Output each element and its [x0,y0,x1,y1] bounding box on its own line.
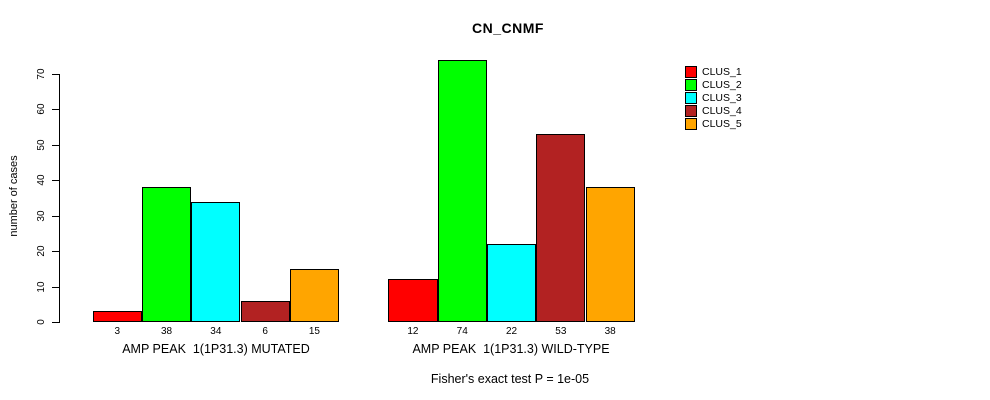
y-tick-label: 50 [36,139,47,151]
bar-value-label: 12 [407,326,419,337]
y-tick-label: 10 [36,281,47,293]
bar-clus_4-group1 [240,300,290,322]
y-tick-label: 20 [36,245,47,257]
bar-clus_2-group1 [141,187,192,322]
bar-clus_1-group2 [388,279,438,322]
y-tick [52,180,59,182]
bar-value-label: 34 [210,326,222,337]
y-tick [52,144,59,146]
y-tick [52,74,59,75]
y-tick [52,286,59,288]
y-axis-line [59,74,60,323]
legend-label-clus_4: CLUS_4 [702,104,742,117]
y-tick-label: 0 [36,319,47,325]
bar-value-label: 22 [505,326,518,337]
bar-clus_4-group2 [536,134,586,322]
bar-clus_5-group2 [585,187,635,322]
legend-swatch-clus_2 [685,79,697,91]
bar-clus_1-group1 [92,311,142,322]
legend-label-clus_2: CLUS_2 [702,78,742,91]
bar-value-label: 74 [456,326,468,337]
y-tick-label: 60 [36,103,47,115]
bar-clus_5-group1 [289,268,340,322]
legend-label-clus_3: CLUS_3 [702,91,742,104]
fisher-test-note: Fisher's exact test P = 1e-05 [430,372,590,386]
y-tick [52,109,59,111]
y-tick [52,215,59,217]
bar-value-label: 38 [604,326,616,337]
bar-value-label: 15 [308,326,320,337]
legend-swatch-clus_4 [685,105,697,117]
chart-title: CN_CNMF [472,20,544,36]
bar-value-label: 3 [114,326,121,337]
bar-value-label: 38 [160,326,173,337]
bar-value-label: 53 [555,326,567,337]
y-tick [52,251,59,253]
legend-label-clus_1: CLUS_1 [702,65,742,78]
legend-swatch-clus_3 [685,92,697,104]
legend-swatch-clus_1 [685,66,697,78]
bar-value-label: 6 [262,326,268,337]
bar-clus_3-group1 [191,201,241,322]
bar-clus_3-group2 [486,244,537,322]
y-tick-label: 30 [36,210,47,222]
y-tick-label: 40 [36,174,47,186]
y-tick-label: 70 [36,68,47,80]
x-category-label-mutated: AMP PEAK 1(1P31.3) MUTATED [122,342,310,356]
legend-label-clus_5: CLUS_5 [702,117,742,130]
x-category-label-wildtype: AMP PEAK 1(1P31.3) WILD-TYPE [412,342,610,356]
bar-clus_2-group2 [437,59,487,322]
y-tick [52,322,59,323]
legend-swatch-clus_5 [685,118,697,130]
